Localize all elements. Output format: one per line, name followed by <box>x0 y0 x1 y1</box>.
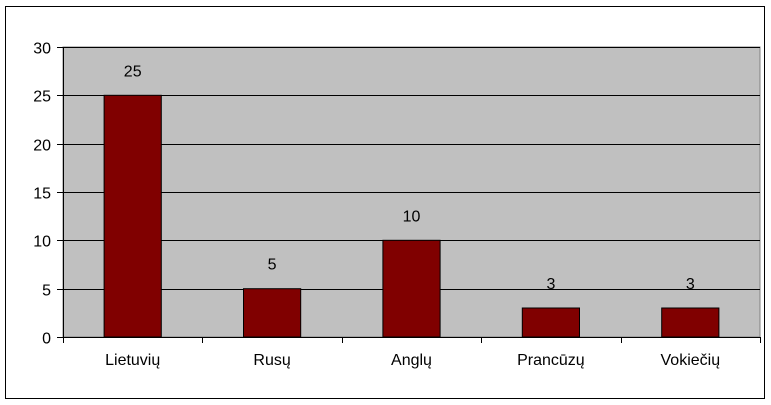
category-label: Anglų <box>391 352 432 369</box>
y-tick-label: 10 <box>33 234 51 251</box>
data-labels: 25 5 10 3 3 <box>124 63 695 293</box>
data-label: 3 <box>686 276 695 293</box>
data-label: 5 <box>268 257 277 274</box>
y-tick-label: 30 <box>33 41 51 58</box>
category-label: Prancūzų <box>517 352 585 369</box>
y-tick-label: 25 <box>33 89 51 106</box>
bars <box>103 94 720 338</box>
bar <box>103 94 162 338</box>
category-label: Rusų <box>253 352 290 369</box>
y-tick-label: 20 <box>33 138 51 155</box>
bar <box>661 307 720 338</box>
data-label: 10 <box>403 208 421 225</box>
x-axis-category-labels: Lietuvių Rusų Anglų Prancūzų Vokiečių <box>105 352 720 369</box>
data-label: 25 <box>124 63 142 80</box>
y-tick-label: 15 <box>33 186 51 203</box>
category-label: Lietuvių <box>105 352 160 369</box>
y-tick-label: 5 <box>42 283 51 300</box>
data-label: 3 <box>546 276 555 293</box>
axes <box>63 47 761 343</box>
bar <box>243 288 302 338</box>
bar <box>521 307 580 338</box>
bar <box>382 239 441 338</box>
y-tick-label: 0 <box>42 331 51 348</box>
y-axis-ticks: 0 5 10 15 20 25 30 <box>33 41 63 348</box>
category-label: Vokiečių <box>661 352 721 369</box>
